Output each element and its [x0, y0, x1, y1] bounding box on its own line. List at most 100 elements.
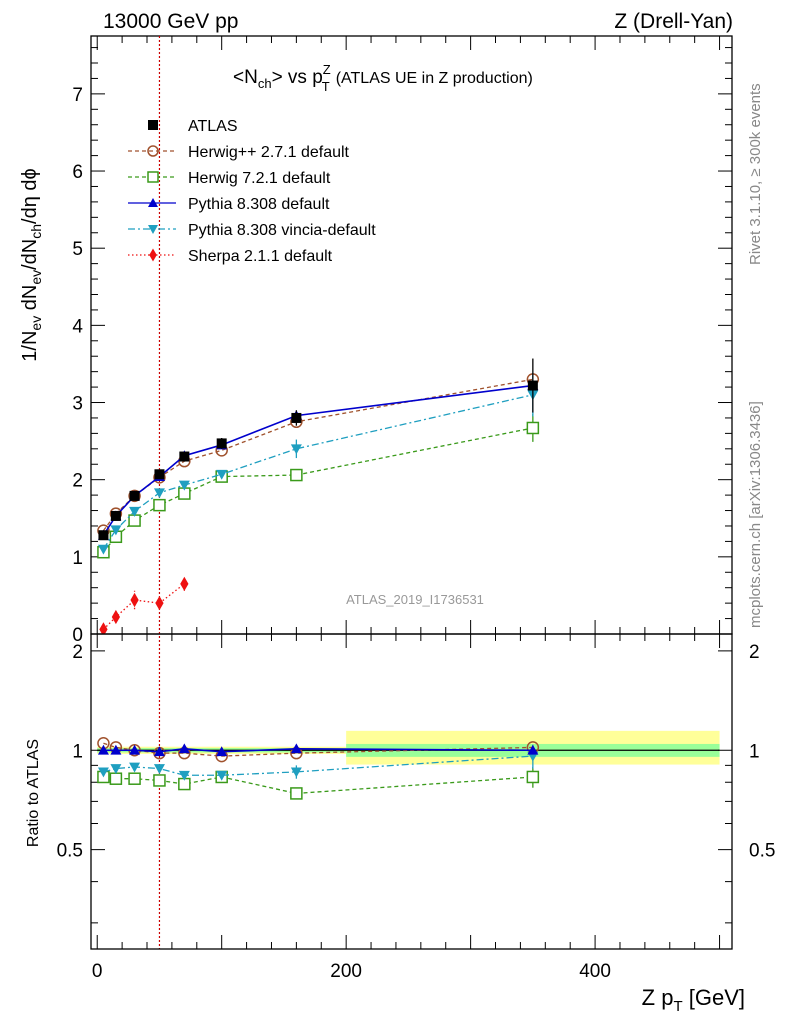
data-point — [110, 510, 121, 521]
header-left: 13000 GeV pp — [103, 10, 238, 33]
data-point — [130, 592, 139, 608]
legend-marker — [148, 198, 158, 207]
series-herwigpp — [97, 373, 540, 537]
ratio-data-point — [527, 744, 539, 755]
ratio-y-tick-label-right: 1 — [749, 741, 760, 762]
main-series — [97, 358, 540, 634]
legend-label: ATLAS — [188, 118, 238, 135]
data-point — [153, 498, 166, 512]
series-vincia — [97, 373, 539, 555]
data-point — [526, 421, 540, 435]
ratio-y-tick-label: 2 — [72, 642, 83, 663]
ratio-data-point — [97, 744, 109, 755]
data-point — [110, 525, 122, 536]
legend-label: Pythia 8.308 vincia-default — [188, 222, 376, 239]
data-point — [290, 468, 303, 482]
series-line — [102, 384, 533, 536]
y-tick-label: 7 — [72, 85, 83, 106]
y-tick-label: 3 — [72, 394, 83, 415]
ratio-data-point — [178, 743, 190, 754]
data-point — [154, 469, 165, 480]
ratio-data-point — [178, 770, 190, 781]
data-point — [179, 451, 190, 462]
legend-item-pythia: Pythia 8.308 default — [128, 196, 330, 213]
legend-label: Pythia 8.308 default — [188, 196, 330, 213]
ratio-data-point — [290, 767, 302, 778]
data-point — [155, 595, 164, 611]
mcplots-text: mcplots.cern.ch [arXiv:1306.3436] — [747, 401, 764, 628]
legend-item-vincia: Pythia 8.308 vincia-default — [128, 222, 376, 239]
ratio-y-tick-label: 1 — [72, 741, 83, 762]
legend-item-ATLAS: ATLAS — [148, 118, 238, 135]
data-point — [290, 444, 302, 455]
main-ylabel: 1/Nev dNev/dNch/dη dϕ — [19, 168, 44, 361]
ratio-data-point — [128, 772, 141, 785]
ratio-data-point — [290, 743, 302, 754]
legend-marker — [147, 145, 159, 157]
ratio-y-tick-label-right: 0.5 — [749, 841, 775, 862]
ratio-series — [97, 737, 540, 800]
x-tick-label: 0 — [92, 961, 103, 982]
data-point — [153, 488, 165, 499]
x-axis-label: Z pT [GeV] — [642, 985, 745, 1015]
series-line — [102, 427, 533, 553]
series-line — [102, 378, 533, 531]
y-tick-label: 0 — [72, 625, 83, 646]
ratio-series-line — [103, 742, 533, 757]
ratio-data-point — [97, 767, 109, 778]
y-tick-label: 2 — [72, 471, 83, 492]
legend: ATLAS Herwig++ 2.7.1 default Herwig 7.2.1 … — [128, 118, 376, 265]
ratio-data-point — [290, 787, 303, 800]
ratio-panel: 0.5 0.5 1 1 2 2 0 200 400 Ratio to ATLAS Z pT [G… — [25, 633, 775, 1015]
legend-marker — [149, 248, 157, 262]
legend-item-herwig7: Herwig 7.2.1 default — [128, 170, 331, 187]
data-point — [180, 576, 189, 591]
data-point — [129, 506, 141, 517]
ratio-data-point — [216, 746, 228, 757]
data-point — [291, 412, 302, 423]
ratio-ylabel: Ratio to ATLAS — [25, 739, 42, 847]
legend-marker — [148, 225, 158, 234]
main-axes: 0 1 2 3 4 5 6 7 — [72, 36, 732, 646]
legend-item-herwigpp: Herwig++ 2.7.1 default — [128, 144, 350, 161]
main-title: <Nch> vs pZ T (ATLAS UE in Z production) — [233, 62, 533, 94]
ratio-bands — [97, 730, 720, 765]
y-tick-label: 4 — [72, 316, 83, 337]
data-point — [99, 622, 108, 634]
ratio-series-line — [103, 776, 533, 795]
ratio-plot-frame — [90, 633, 733, 950]
x-tick-label: 400 — [579, 961, 611, 982]
rivet-version-text: Rivet 3.1.10, ≥ 300k events — [747, 83, 764, 265]
y-tick-label: 5 — [72, 239, 83, 260]
legend-marker — [147, 171, 159, 183]
legend-marker — [148, 120, 158, 130]
series-herwig7 — [97, 414, 540, 559]
ratio-series-pythia — [97, 743, 539, 757]
ratio-data-point — [153, 746, 165, 757]
data-point — [97, 544, 109, 555]
ratio-y-tick-label: 0.5 — [57, 841, 83, 862]
data-point — [216, 469, 228, 480]
data-point — [178, 480, 190, 491]
ratio-data-point — [129, 762, 141, 773]
y-tick-label: 1 — [72, 548, 83, 569]
main-panel: 0 1 2 3 4 5 6 7 <Nch> vs pZ T (ATLAS UE in Z prod… — [19, 35, 733, 949]
ratio-data-point — [526, 770, 540, 784]
legend-label: Herwig++ 2.7.1 default — [188, 144, 350, 161]
ratio-axes: 0.5 0.5 1 1 2 2 0 200 400 — [57, 634, 775, 982]
series-pythia — [97, 380, 539, 540]
ratio-data-point — [109, 772, 123, 785]
header-right: Z (Drell-Yan) — [614, 10, 733, 33]
data-point — [129, 490, 140, 501]
ratio-series-vincia — [97, 744, 539, 781]
data-point — [216, 438, 227, 449]
series-ATLAS — [98, 358, 538, 541]
legend-label: Herwig 7.2.1 default — [188, 170, 331, 187]
ratio-data-point — [110, 744, 122, 755]
ratio-data-point — [216, 770, 228, 781]
ratio-series-line — [103, 748, 533, 753]
ratio-data-point — [129, 744, 141, 755]
data-point — [98, 530, 109, 541]
ratio-data-point — [153, 774, 166, 787]
